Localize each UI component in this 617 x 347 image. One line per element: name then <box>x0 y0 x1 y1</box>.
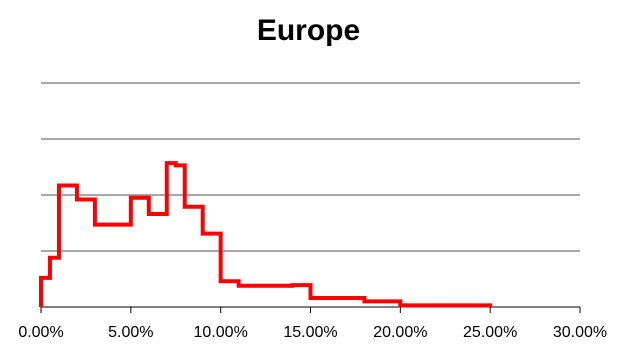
chart-title: Europe <box>256 14 361 47</box>
x-tick-label: 5.00% <box>108 324 153 341</box>
series-line-0 <box>39 161 493 308</box>
x-tick-label: 15.00% <box>283 324 337 341</box>
x-tick-label: 25.00% <box>463 324 517 341</box>
x-tick-label: 0.00% <box>18 324 63 341</box>
x-tick-label: 20.00% <box>373 324 427 341</box>
x-tick-label: 30.00% <box>553 324 607 341</box>
x-tick-label: 10.00% <box>194 324 248 341</box>
